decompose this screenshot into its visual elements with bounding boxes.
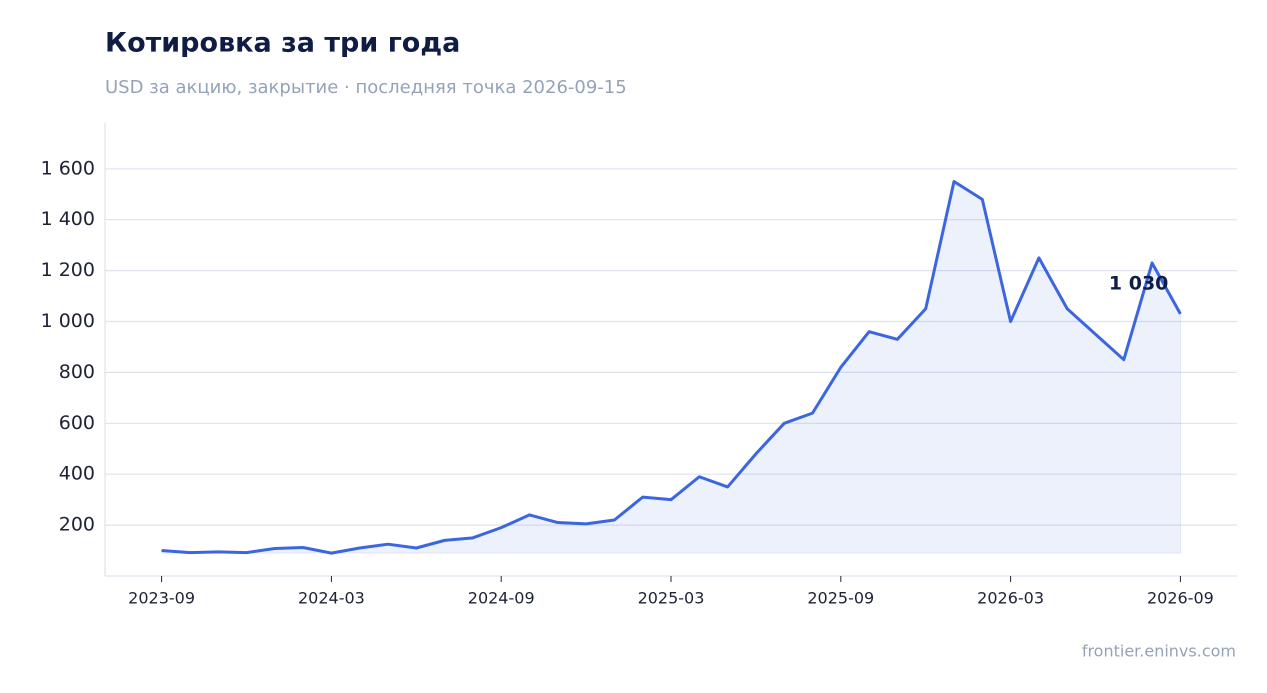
y-tick-label: 400	[59, 463, 95, 485]
y-tick-label: 1 400	[41, 208, 95, 230]
x-tick-label: 2023-09	[128, 589, 195, 608]
x-tick-label: 2025-03	[638, 589, 705, 608]
x-tick-label: 2024-03	[298, 589, 365, 608]
x-tick-label: 2024-09	[468, 589, 535, 608]
x-tick-label: 2026-09	[1147, 589, 1214, 608]
chart-title: Котировка за три года	[105, 28, 460, 59]
y-tick-label: 600	[59, 412, 95, 434]
y-tick-label: 1 000	[41, 310, 95, 332]
y-tick-label: 1 200	[41, 259, 95, 281]
chart-subtitle: USD за акцию, закрытие · последняя точка…	[105, 77, 627, 98]
y-tick-label: 1 600	[41, 157, 95, 179]
x-tick-label: 2026-03	[977, 589, 1044, 608]
source: frontier.eninvs.com	[1082, 642, 1236, 661]
area	[161, 180, 1181, 554]
x-tick-label: 2025-09	[807, 589, 874, 608]
data-label: 1 030	[1109, 272, 1169, 294]
line	[161, 180, 1182, 555]
y-tick-label: 800	[59, 361, 95, 383]
y-tick-label: 200	[59, 514, 95, 536]
